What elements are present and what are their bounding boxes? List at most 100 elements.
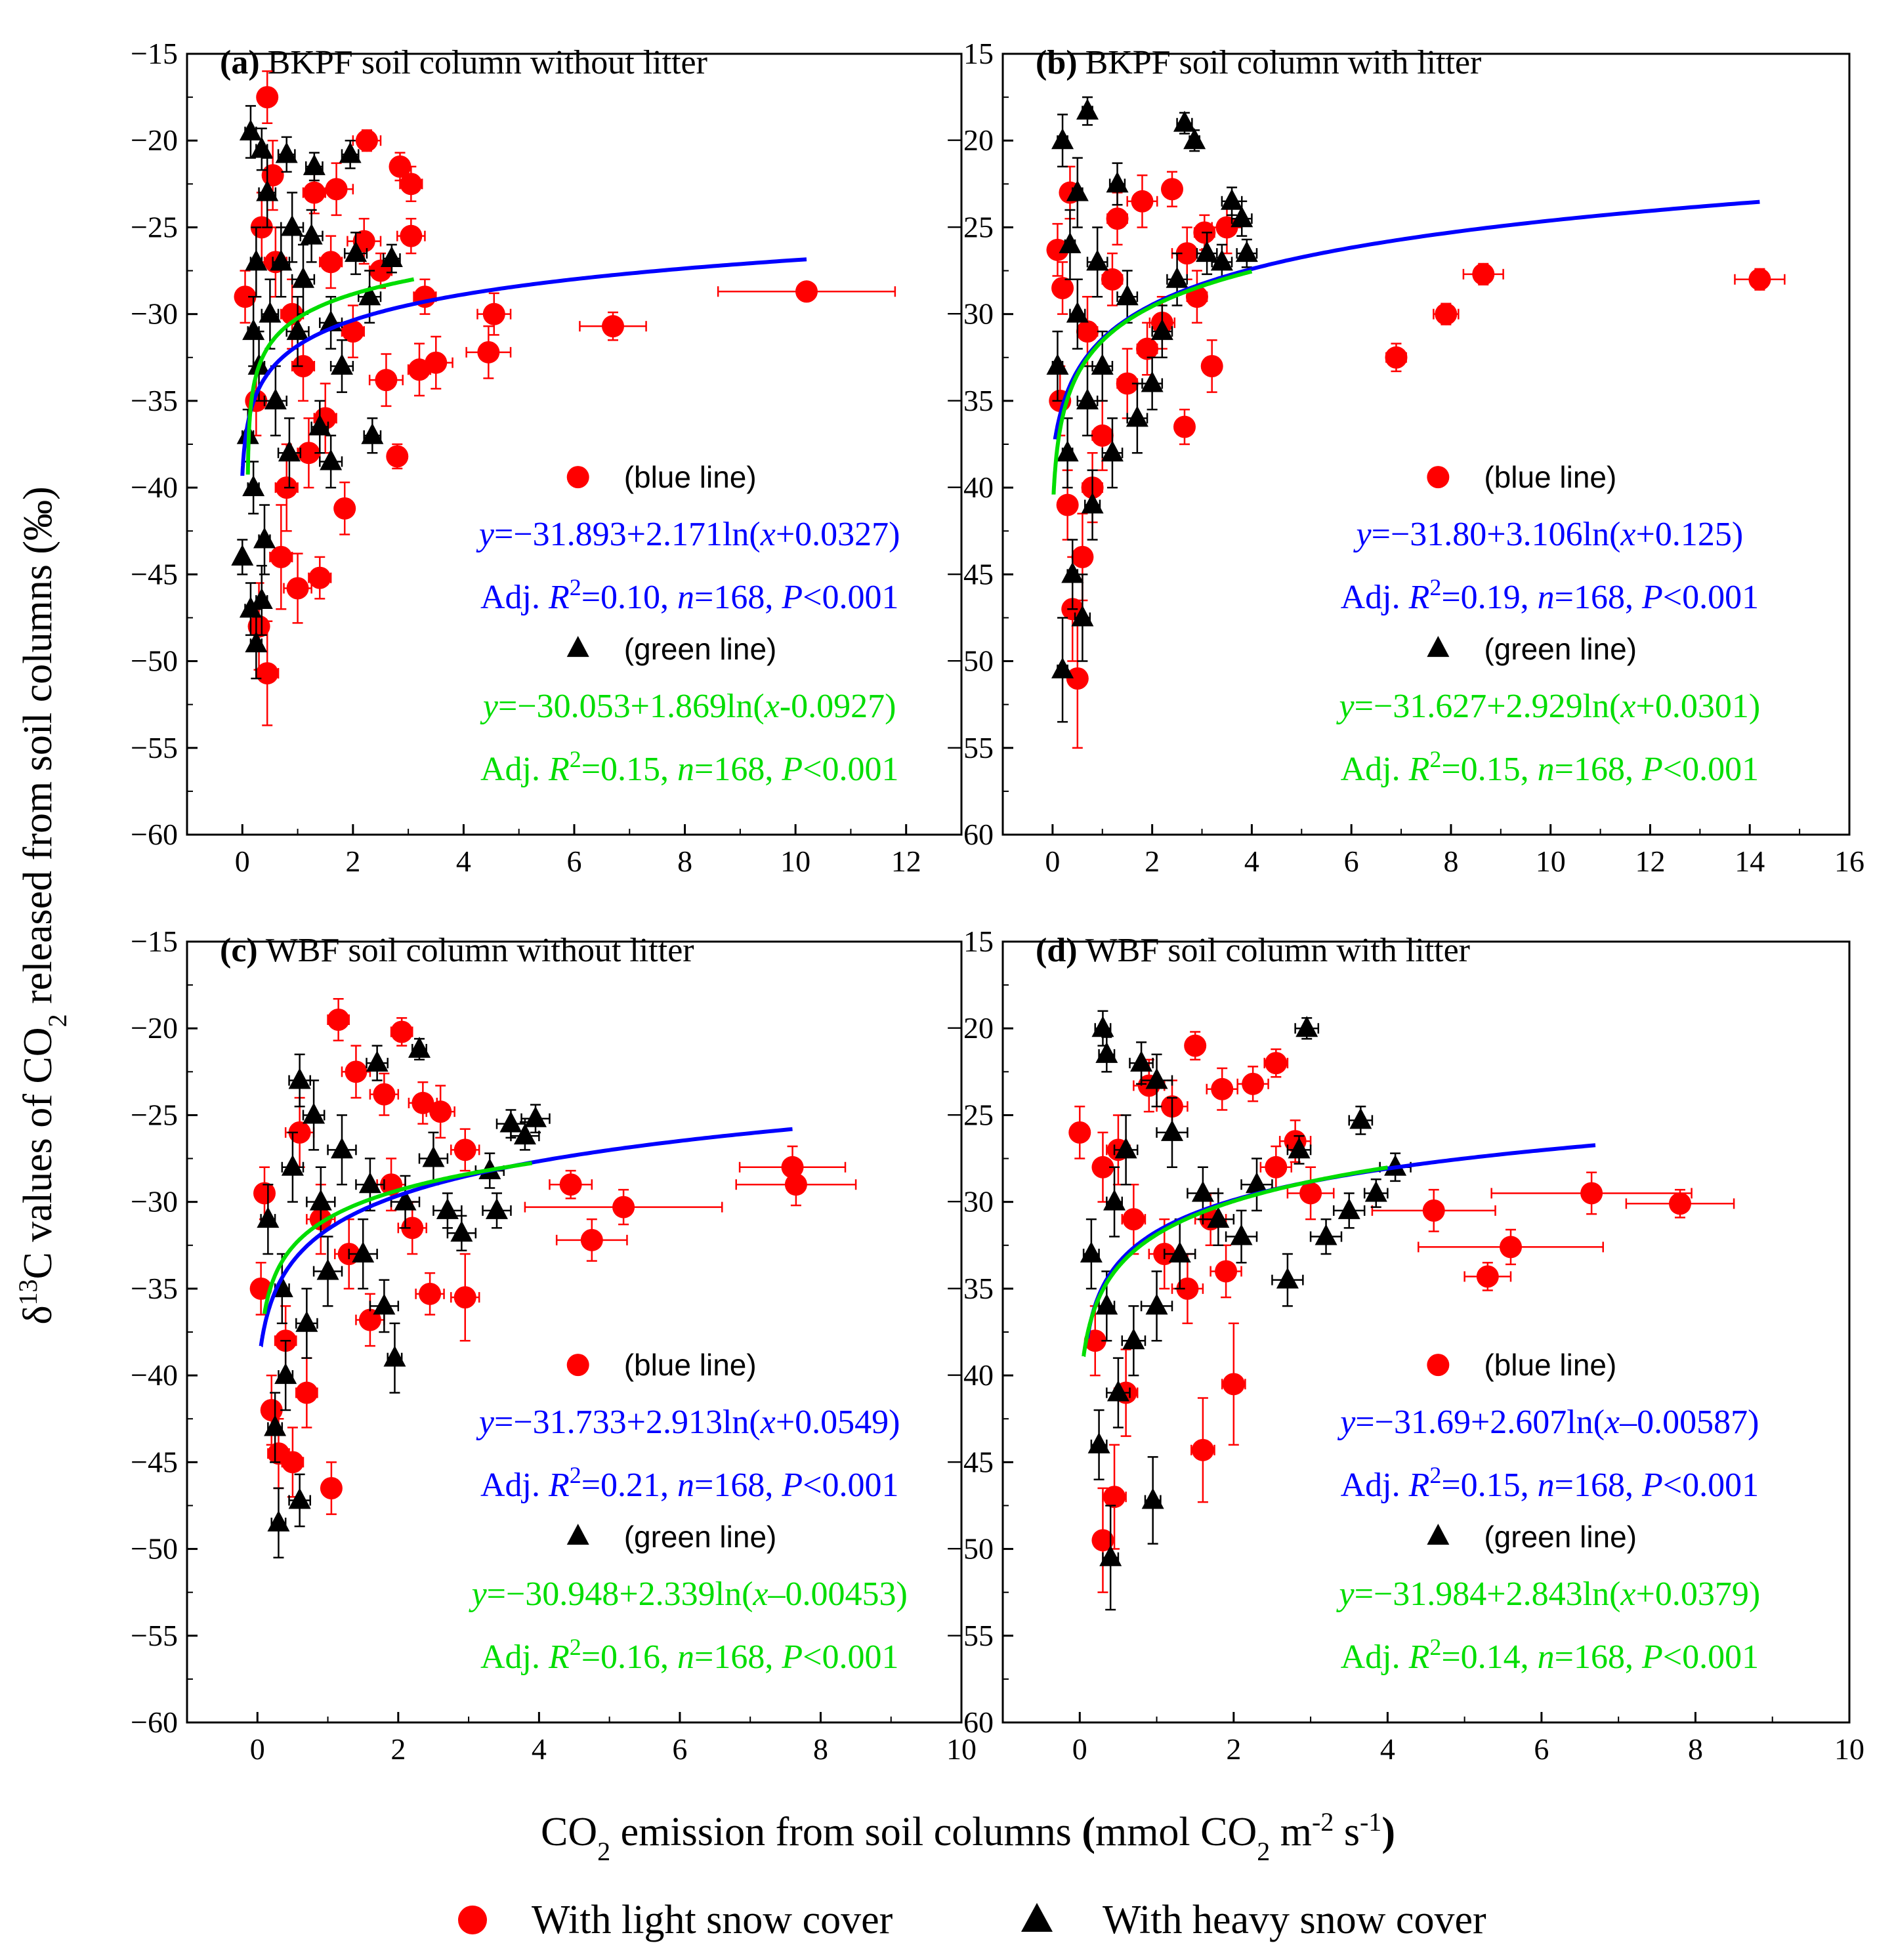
heavy-snow-point <box>1059 209 1082 281</box>
heavy-snow-point <box>1091 1010 1114 1047</box>
panel-c: −15 −20 −25 −30 −35 −40 −45 −50 −55 −60 0 2 4 6 8 10 (c)… <box>131 925 977 1766</box>
heavy-snow-point <box>1294 1016 1320 1040</box>
heavy-snow-point <box>295 1287 318 1359</box>
light-snow-point <box>1734 268 1786 291</box>
heavy-snow-point <box>239 105 262 159</box>
heavy-snow-point <box>380 243 403 274</box>
x-tick-label: 6 <box>567 844 582 878</box>
light-snow-point <box>1116 348 1139 419</box>
green-line-marker <box>1427 1524 1450 1545</box>
y-tick-label: −60 <box>946 818 994 851</box>
heavy-snow-point <box>329 339 354 393</box>
heavy-snow-point <box>1095 1036 1118 1073</box>
light-snow-point <box>1433 302 1460 325</box>
green-line-label: (green line) <box>1484 632 1637 666</box>
heavy-snow-point <box>245 226 268 298</box>
heavy-snow-point <box>277 417 302 489</box>
blue_eq-equation: y=−31.893+2.171ln(x+0.0327) <box>476 516 900 553</box>
y-tick-label: −15 <box>946 37 994 70</box>
light-snow-point <box>1206 1067 1238 1111</box>
light-snow-point <box>283 553 312 624</box>
green_eq-equation: y=−31.627+2.929ln(x+0.0301) <box>1336 688 1761 725</box>
y-tick-label: −50 <box>131 1532 178 1566</box>
heavy-snow-point <box>1046 330 1069 402</box>
light-snow-point <box>549 1169 593 1199</box>
heavy-snow-point <box>510 1121 540 1151</box>
light-snow-point <box>1101 252 1124 306</box>
x-tick-label: 4 <box>1244 844 1259 878</box>
light-snow-point <box>465 325 512 379</box>
blue_eq-stats: Adj. R2=0.15, n=168, P<0.001 <box>1341 1462 1759 1504</box>
green_eq-equation: y=−30.948+2.339ln(x–0.00453) <box>469 1575 908 1613</box>
heavy-snow-point <box>299 209 324 263</box>
light-snow-point <box>1259 1145 1293 1189</box>
light-snow-point <box>1091 1487 1114 1593</box>
heavy-snow-point <box>432 1192 463 1229</box>
heavy-snow-point <box>281 1131 305 1203</box>
x-tick-label: 6 <box>1534 1732 1549 1766</box>
heavy-snow-point <box>312 1236 343 1307</box>
heavy-snow-point <box>1150 304 1173 359</box>
green-line-marker <box>566 1524 589 1545</box>
panel-a: −15 −20 −25 −30 −35 −40 −45 −50 −55 −60 0 2 4 6 8 10 12 (… <box>131 37 963 878</box>
light-snow-point <box>313 383 337 454</box>
heavy-snow-point <box>1363 1178 1389 1208</box>
equations-c: (blue line) y=−31.733+2.913ln(x+0.0549) Ad… <box>469 1348 908 1676</box>
light-snow-point <box>352 129 382 152</box>
heavy-snow-point <box>366 1045 389 1081</box>
x-tick-label: 8 <box>677 844 692 878</box>
data-points-b <box>1046 96 1786 749</box>
green_eq-equation: y=−30.053+1.869ln(x-0.0927) <box>480 688 896 725</box>
heavy-snow-point <box>1106 1357 1131 1428</box>
heavy-snow-point <box>348 1218 378 1290</box>
y-tick-label: −20 <box>946 123 994 157</box>
light-snow-point <box>1106 192 1129 246</box>
y-tick-label: −25 <box>946 1098 994 1131</box>
light-snow-point <box>476 292 512 336</box>
green-fit-line <box>1082 1165 1388 1358</box>
light-snow-point <box>1490 1171 1693 1215</box>
light-snow-point <box>1173 408 1196 446</box>
heavy-snow-point <box>408 1036 431 1061</box>
green_eq-stats: Adj. R2=0.15, n=168, P<0.001 <box>480 746 899 788</box>
light-snow-point <box>320 1461 343 1515</box>
green-line-label: (green line) <box>624 632 777 666</box>
heavy-snow-point <box>1080 1218 1103 1290</box>
light-snow-point <box>738 1145 847 1189</box>
light-snow-point <box>255 620 280 726</box>
blue-line-marker <box>1427 466 1450 489</box>
y-tick-label: −40 <box>131 1358 178 1392</box>
equations-d: (blue line) y=−31.69+2.607ln(x–0.00587) Ad… <box>1336 1348 1761 1676</box>
y-tick-label: −55 <box>131 1619 178 1652</box>
heavy-snow-point <box>482 1192 512 1229</box>
y-tick-label: −25 <box>131 210 178 243</box>
y-tick-label: −30 <box>131 297 178 331</box>
heavy-snow-point <box>1086 226 1109 298</box>
green_eq-stats: Adj. R2=0.16, n=168, P<0.001 <box>480 1634 899 1676</box>
heavy-snow-point <box>1309 1218 1343 1255</box>
heavy-snow-point <box>1240 1157 1273 1212</box>
heavy-snow-point <box>275 136 298 173</box>
heavy-snow-point <box>1235 238 1258 268</box>
heavy-snow-point <box>339 139 362 169</box>
light-snow-point <box>302 171 326 215</box>
light-snow-point <box>1184 1031 1207 1061</box>
x-tick-label: 8 <box>1443 844 1458 878</box>
y-tick-label: −55 <box>946 1619 994 1652</box>
light-snow-point <box>319 235 343 289</box>
heavy-snow-point <box>267 1487 290 1559</box>
heavy-snow-point <box>274 1339 297 1411</box>
x-tick-label: 10 <box>1834 1732 1864 1766</box>
y-tick-label: −15 <box>131 37 178 70</box>
heavy-snow-point <box>1210 243 1233 281</box>
heavy-snow-point <box>446 1215 477 1251</box>
heavy-snow-point <box>1231 200 1253 237</box>
x-tick-label: 14 <box>1735 844 1765 878</box>
heavy-snow-point <box>1101 417 1124 489</box>
light-snow-point <box>579 311 647 341</box>
x-tick-label: 6 <box>1344 844 1359 878</box>
heavy-snow-point <box>418 1131 449 1186</box>
blue_eq-stats: Adj. R2=0.10, n=168, P<0.001 <box>480 574 899 616</box>
heavy-snow-point <box>1173 110 1196 135</box>
heavy-snow-point <box>257 1183 280 1255</box>
